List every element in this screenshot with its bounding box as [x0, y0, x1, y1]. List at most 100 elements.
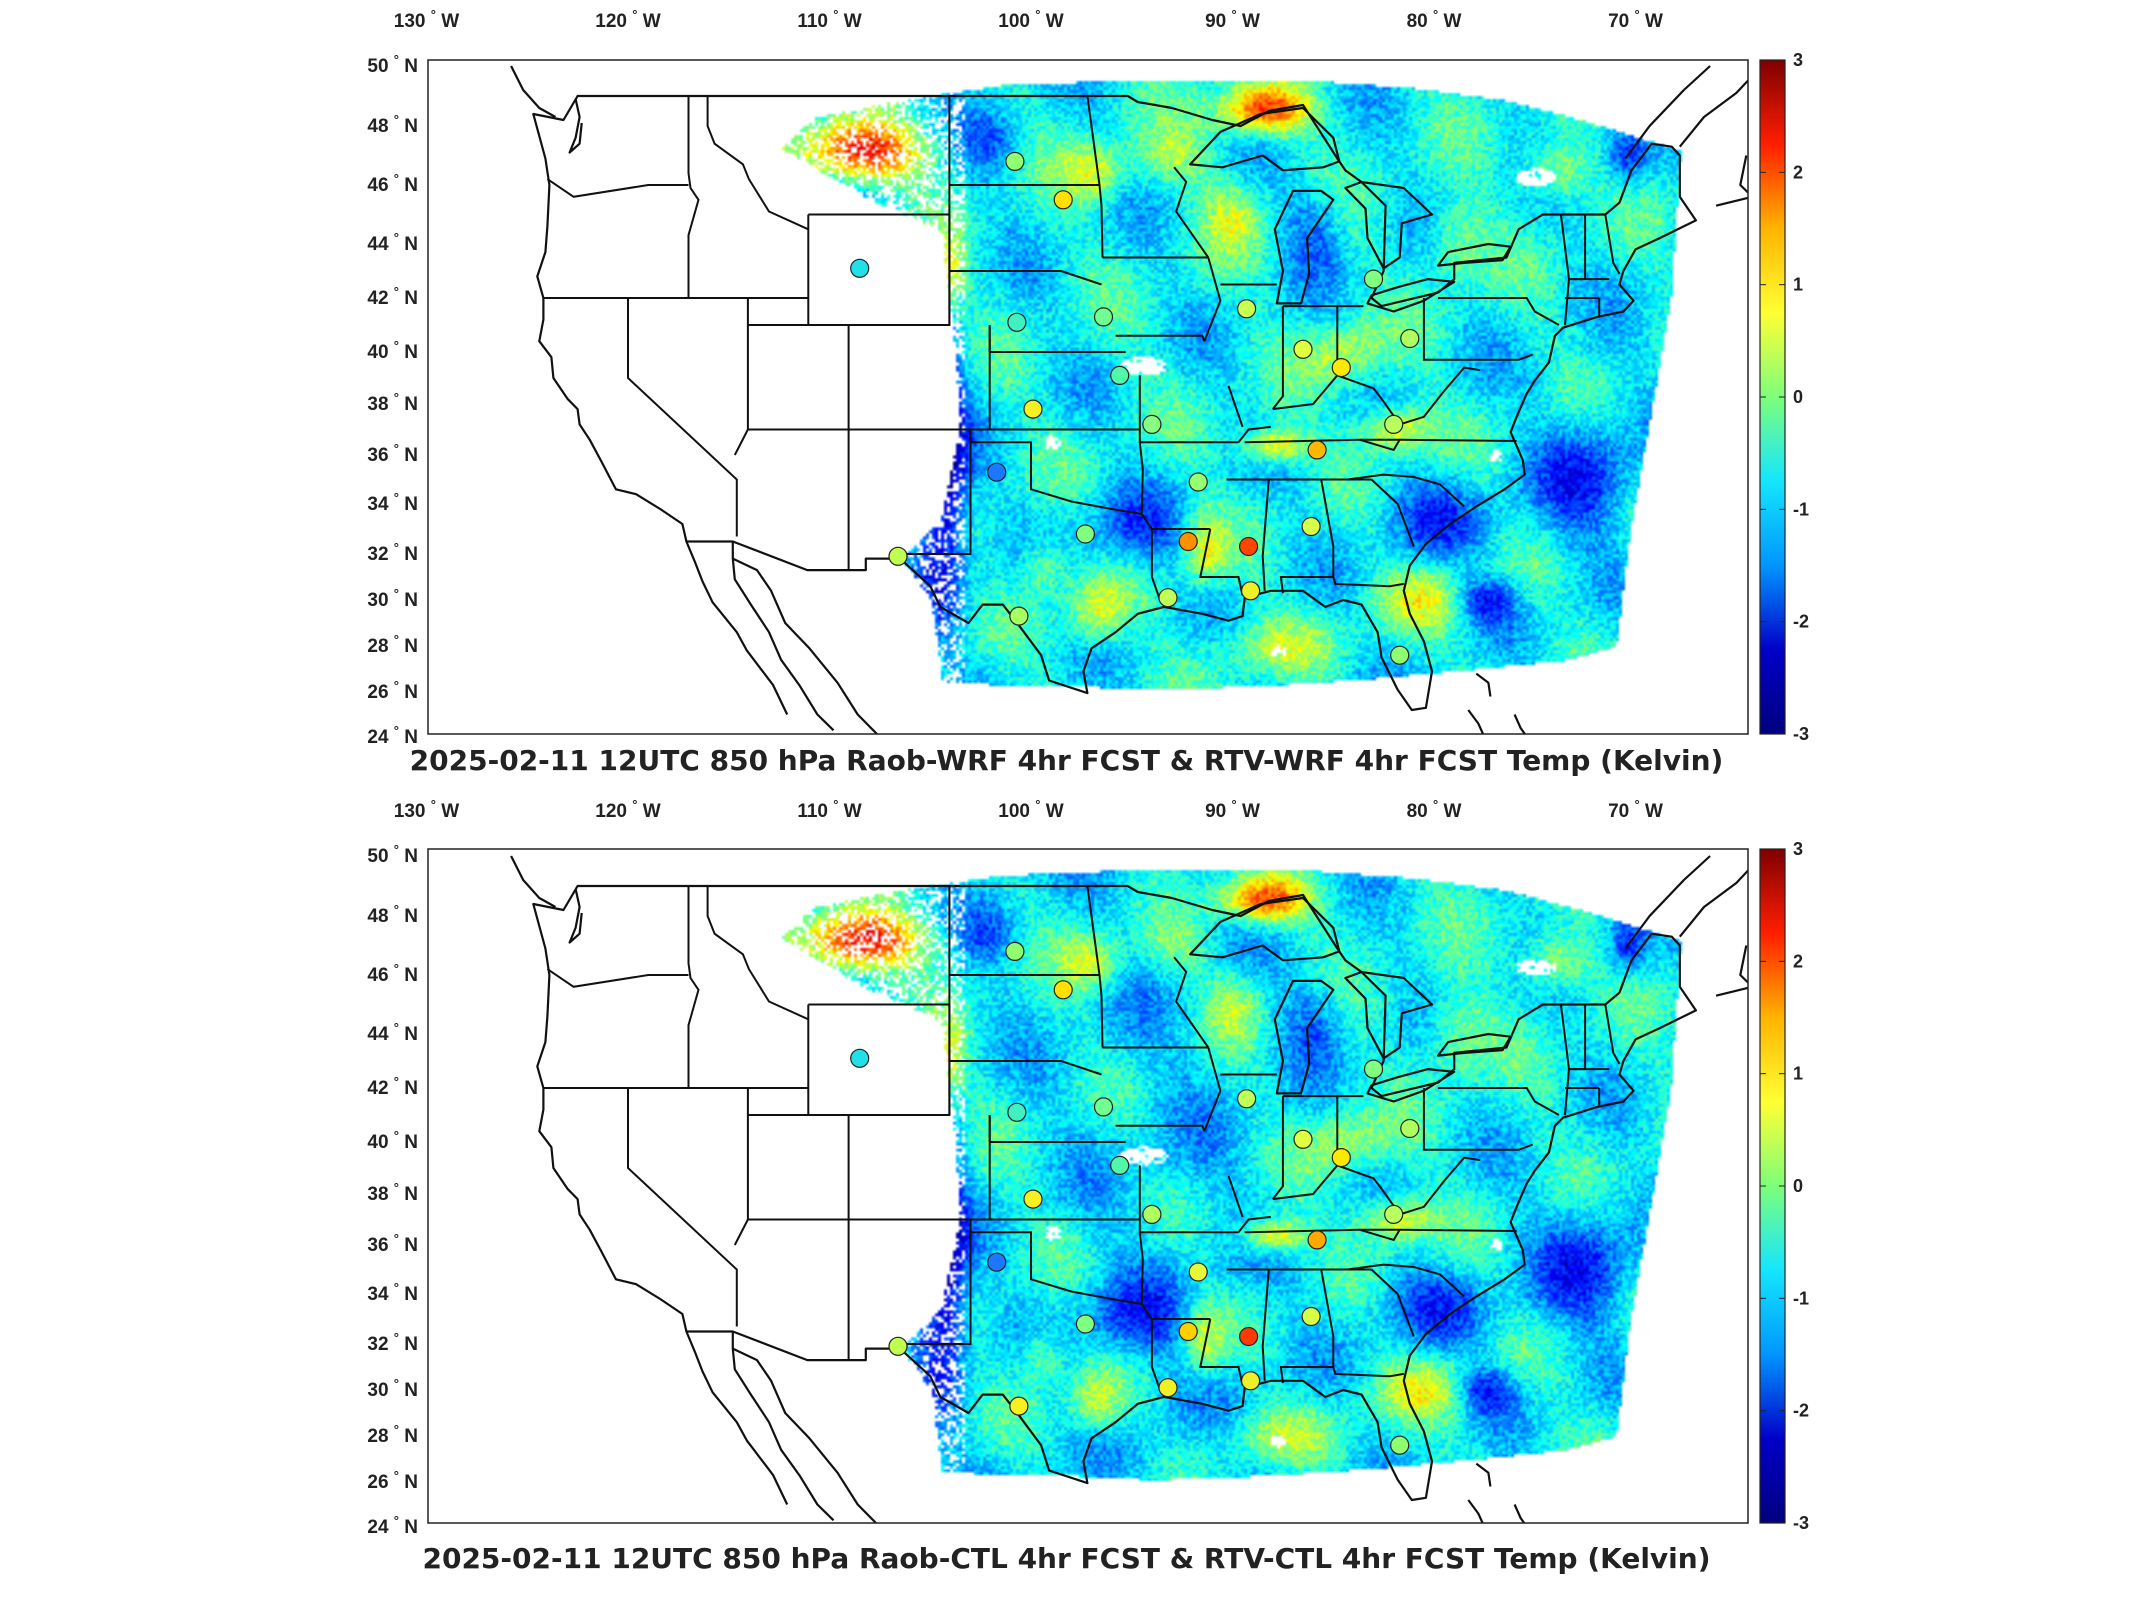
coast-segment: [1513, 1504, 1526, 1523]
coast-segment: [1624, 65, 1711, 160]
state-boundary: [687, 96, 700, 298]
state-boundary: [1203, 1047, 1222, 1132]
state-boundary: [546, 968, 689, 988]
coast-segment: [1475, 1462, 1492, 1487]
longitude-label: 90 ° W: [1205, 7, 1260, 32]
raob-station-marker: [1009, 606, 1029, 626]
state-boundary: [687, 886, 700, 1088]
top-panel-title: 2025-02-11 12UTC 850 hPa Raob-WRF 4hr FC…: [409, 744, 1724, 777]
state-boundary: [1261, 1269, 1270, 1381]
state-boundary: [1370, 1268, 1415, 1337]
raob-station-marker: [850, 258, 870, 278]
top-map-panel: 130 ° W 120 ° W 110 ° W 100 ° W 90 ° W 80 ° W…: [0, 0, 2133, 790]
latitude-label: 28 ° N: [367, 1422, 418, 1447]
state-boundary: [1604, 1004, 1621, 1065]
state-boundary: [1359, 438, 1401, 452]
raob-station-marker: [1023, 399, 1043, 419]
state-boundary: [1199, 528, 1244, 596]
state-boundary: [1138, 1232, 1144, 1305]
coast-segment: [731, 1331, 835, 1522]
raob-station-marker: [1236, 299, 1257, 319]
colorbar-tick-label: -1: [1793, 1288, 1809, 1308]
raob-station-marker: [1178, 1321, 1198, 1342]
state-boundary: [1244, 438, 1517, 444]
raob-station-marker: [987, 1252, 1007, 1272]
coast-segment: [1715, 945, 1748, 997]
state-boundary: [1150, 529, 1161, 601]
raob-station-marker: [1293, 1129, 1313, 1149]
state-boundary: [1422, 1088, 1534, 1151]
colorbar-tick-label: 0: [1793, 1176, 1803, 1196]
latitude-label: 26 ° N: [367, 678, 418, 703]
colorbar-tick-label: 3: [1793, 839, 1803, 859]
raob-station-marker: [1238, 1326, 1259, 1347]
coast-segment: [731, 541, 835, 732]
longitude-label: 130 ° W: [394, 797, 459, 822]
state-boundary: [949, 270, 1102, 286]
raob-station-marker: [1400, 328, 1420, 349]
state-boundary: [1272, 1096, 1284, 1200]
latitude-label: 40 ° N: [367, 338, 418, 363]
raob-station-marker: [1075, 1314, 1096, 1334]
top-map-figure: 130 ° W 120 ° W 110 ° W 100 ° W 90 ° W 80 ° W…: [367, 7, 1809, 748]
latitude-label: 34 ° N: [367, 1280, 418, 1305]
latitude-label: 46 ° N: [367, 961, 418, 986]
latitude-label: 30 ° N: [367, 586, 418, 611]
colorbar-tick-label: -3: [1793, 1513, 1809, 1533]
coast-segment: [685, 1331, 789, 1505]
raob-station-marker: [1363, 1059, 1384, 1079]
longitude-label: 90 ° W: [1205, 797, 1260, 822]
latitude-label: 34 ° N: [367, 490, 418, 515]
longitude-label: 130 ° W: [394, 7, 459, 32]
raob-station-marker: [1301, 1306, 1321, 1327]
coast-segment: [1678, 78, 1748, 148]
latitude-label: 42 ° N: [367, 1074, 418, 1099]
colorbar-tick-label: 1: [1793, 275, 1803, 295]
coast-segment: [732, 1347, 878, 1523]
colorbar-tick-label: -2: [1793, 1401, 1809, 1421]
colorbar-tick-label: -2: [1793, 612, 1809, 632]
coast-segment: [1715, 155, 1748, 207]
raob-station-marker: [1053, 190, 1073, 210]
coastline: [532, 884, 1697, 1502]
coast-segment: [1513, 714, 1527, 734]
coast-segment: [732, 557, 879, 734]
bottom-panel-title: 2025-02-11 12UTC 850 hPa Raob-CTL 4hr FC…: [422, 1542, 1711, 1575]
raob-station-marker: [1240, 1371, 1261, 1391]
state-boundary: [546, 178, 689, 198]
great-lake-outline: [1344, 180, 1434, 270]
state-boundary: [1347, 473, 1465, 508]
coast-segment: [568, 888, 583, 944]
great-lake-outline: [1436, 1032, 1512, 1057]
raob-station-marker: [1400, 1118, 1420, 1139]
state-boundary: [1261, 479, 1270, 591]
state-boundary: [1438, 1087, 1560, 1116]
state-boundary: [989, 1218, 1239, 1234]
coast-segment: [510, 855, 557, 908]
longitude-label: 100 ° W: [998, 797, 1063, 822]
latitude-label: 42 ° N: [367, 284, 418, 309]
coast-segment: [685, 541, 789, 715]
raob-station-marker: [1093, 1097, 1114, 1117]
state-boundary: [1138, 442, 1144, 515]
latitude-label: 44 ° N: [367, 1020, 418, 1045]
raob-station-marker: [1188, 1262, 1208, 1282]
raob-station-marker: [888, 546, 908, 566]
state-boundary: [1347, 1263, 1465, 1298]
state-boundary: [1227, 385, 1244, 428]
map-frame: [427, 59, 1749, 735]
latitude-label: 50 ° N: [367, 52, 418, 77]
latitude-label: 30 ° N: [367, 1376, 418, 1401]
map-boundaries: [510, 855, 1748, 1523]
great-lake-outline: [1273, 189, 1335, 305]
raob-station-marker: [1384, 414, 1404, 434]
longitude-label: 80 ° W: [1407, 797, 1462, 822]
coast-segment: [1467, 709, 1485, 734]
latitude-label: 40 ° N: [367, 1128, 418, 1153]
raob-station-marker: [1007, 312, 1027, 332]
latitude-label: 50 ° N: [367, 842, 418, 867]
raob-station-marker: [1301, 516, 1321, 537]
state-boundary: [627, 298, 738, 537]
longitude-label: 110 ° W: [797, 797, 861, 822]
longitude-label: 70 ° W: [1608, 7, 1663, 32]
